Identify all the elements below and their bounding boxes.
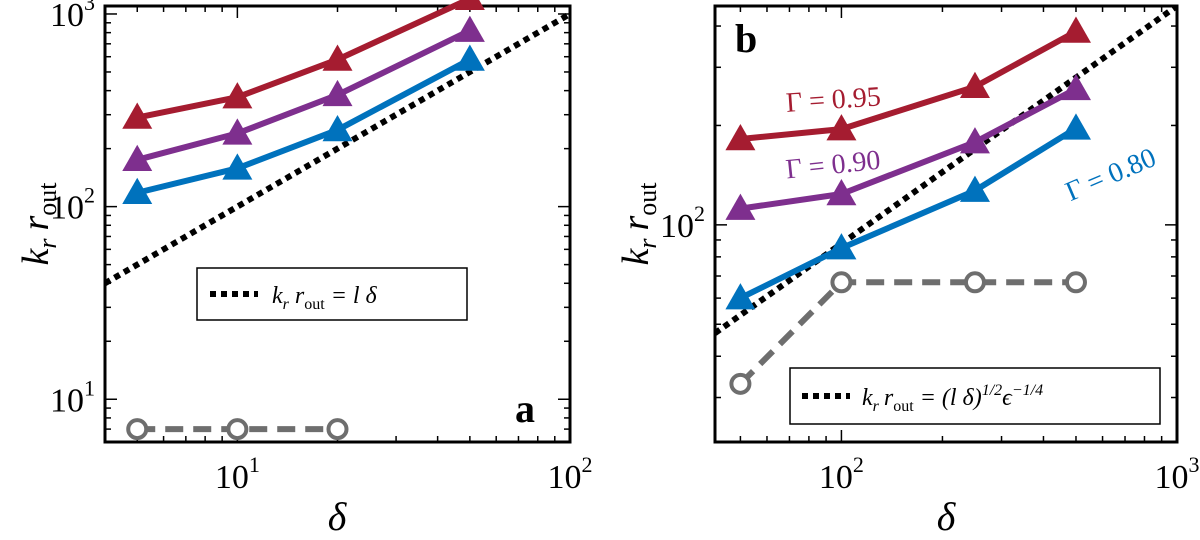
panel-b-letter: b [735, 16, 757, 61]
panel-a-triangle-point [454, 15, 485, 42]
panel-b-xlabel: δ [937, 494, 957, 539]
panel-a-reference-line [105, 11, 570, 286]
panel-a-xtick-label: 101 [215, 452, 260, 496]
panel-b-ylabel: krrout [615, 182, 662, 266]
panel-b-triangle-point [959, 175, 990, 202]
panel-a-letter: a [515, 386, 535, 431]
panel-a-circle-point [326, 418, 349, 441]
panel-b-legend-label: kr rout = (l δ)1/2ϵ−1/4 [862, 382, 1043, 415]
panel-b: 102 103 102 Γ = 0.95 Γ = 0.90 Γ = 0.80 kr rout… [615, 4, 1200, 539]
panel-a-series-line-0 [136, 0, 472, 121]
panel-b-triangle-point [826, 233, 857, 260]
panel-b-triangle-point [959, 71, 990, 98]
panel-a-triangle-point [122, 102, 153, 129]
panel-a: 101 102 101 102 103 kr rout = l δ a krrout δ [15, 0, 593, 539]
panel-b-legend-box [789, 367, 1161, 425]
panel-b-triangle-point [725, 123, 756, 151]
panel-b-series-line-2 [739, 125, 1078, 301]
panel-b-circle-point [830, 271, 853, 294]
panel-b-triangle-point [725, 283, 756, 310]
panel-b-triangle-point [725, 193, 756, 220]
panel-a-triangle-point [222, 153, 253, 180]
panel-b-circle-point [729, 372, 752, 395]
panel-b-annotation: Γ = 0.90 [784, 145, 882, 186]
panel-b-circle-point [1064, 271, 1087, 294]
panel-b-annotation: Γ = 0.95 [785, 81, 882, 119]
panel-a-triangle-point [222, 118, 253, 145]
panel-a-ytick-label: 101 [50, 375, 95, 419]
panel-a-circle-point [126, 418, 149, 441]
panel-b-triangle-point [1060, 113, 1091, 140]
panel-b-series-line-1 [739, 86, 1078, 212]
panel-a-triangle-point [222, 82, 253, 109]
panel-a-series-line-2 [136, 56, 472, 196]
panel-b-triangle-point [959, 127, 990, 154]
panel-a-xlabel: δ [328, 494, 348, 539]
panel-a-ytick-label: 102 [50, 183, 95, 227]
panel-a-triangle-point [322, 79, 353, 107]
panel-b-annotation: Γ = 0.80 [1061, 142, 1161, 208]
panel-b-triangle-point [826, 179, 857, 206]
panel-b-ytick-label: 102 [660, 201, 705, 245]
panel-a-triangle-point [122, 144, 153, 172]
panel-a-clipped [105, 11, 570, 286]
panel-b-xtick-label: 102 [819, 452, 864, 496]
panel-a-frame [103, 4, 572, 444]
panel-a-legend-label: kr rout = l δ [272, 283, 378, 313]
panel-a-series-line-1 [136, 27, 472, 163]
panel-b-xtick-label: 103 [1155, 452, 1200, 496]
panel-a-triangle-point [322, 44, 353, 71]
panel-a-ylabel: krrout [15, 182, 62, 266]
panel-a-triangle-point [454, 0, 485, 10]
panel-b-series-line-0 [740, 28, 1078, 142]
panel-a-legend-box [196, 267, 468, 321]
panel-b-frame [713, 4, 1179, 444]
panel-a-plot-area: 101 102 101 102 103 [50, 0, 593, 496]
panel-a-triangle-point [122, 177, 153, 205]
panel-a-circle-point [226, 418, 249, 441]
panel-b-series-line-3 [738, 279, 1076, 386]
panel-a-legend: kr rout = l δ [196, 267, 468, 321]
panel-b-triangle-point [826, 114, 857, 141]
panel-a-xtick-label: 102 [548, 452, 593, 496]
panel-b-circle-point [963, 271, 986, 294]
panel-b-triangle-point [1060, 16, 1091, 43]
panel-a-triangle-point [322, 114, 353, 142]
panel-b-triangle-point [1060, 73, 1091, 101]
panel-a-ytick-label: 103 [50, 0, 95, 34]
panel-a-triangle-point [454, 44, 485, 71]
panel-b-legend: kr rout = (l δ)1/2ϵ−1/4 [789, 367, 1161, 425]
